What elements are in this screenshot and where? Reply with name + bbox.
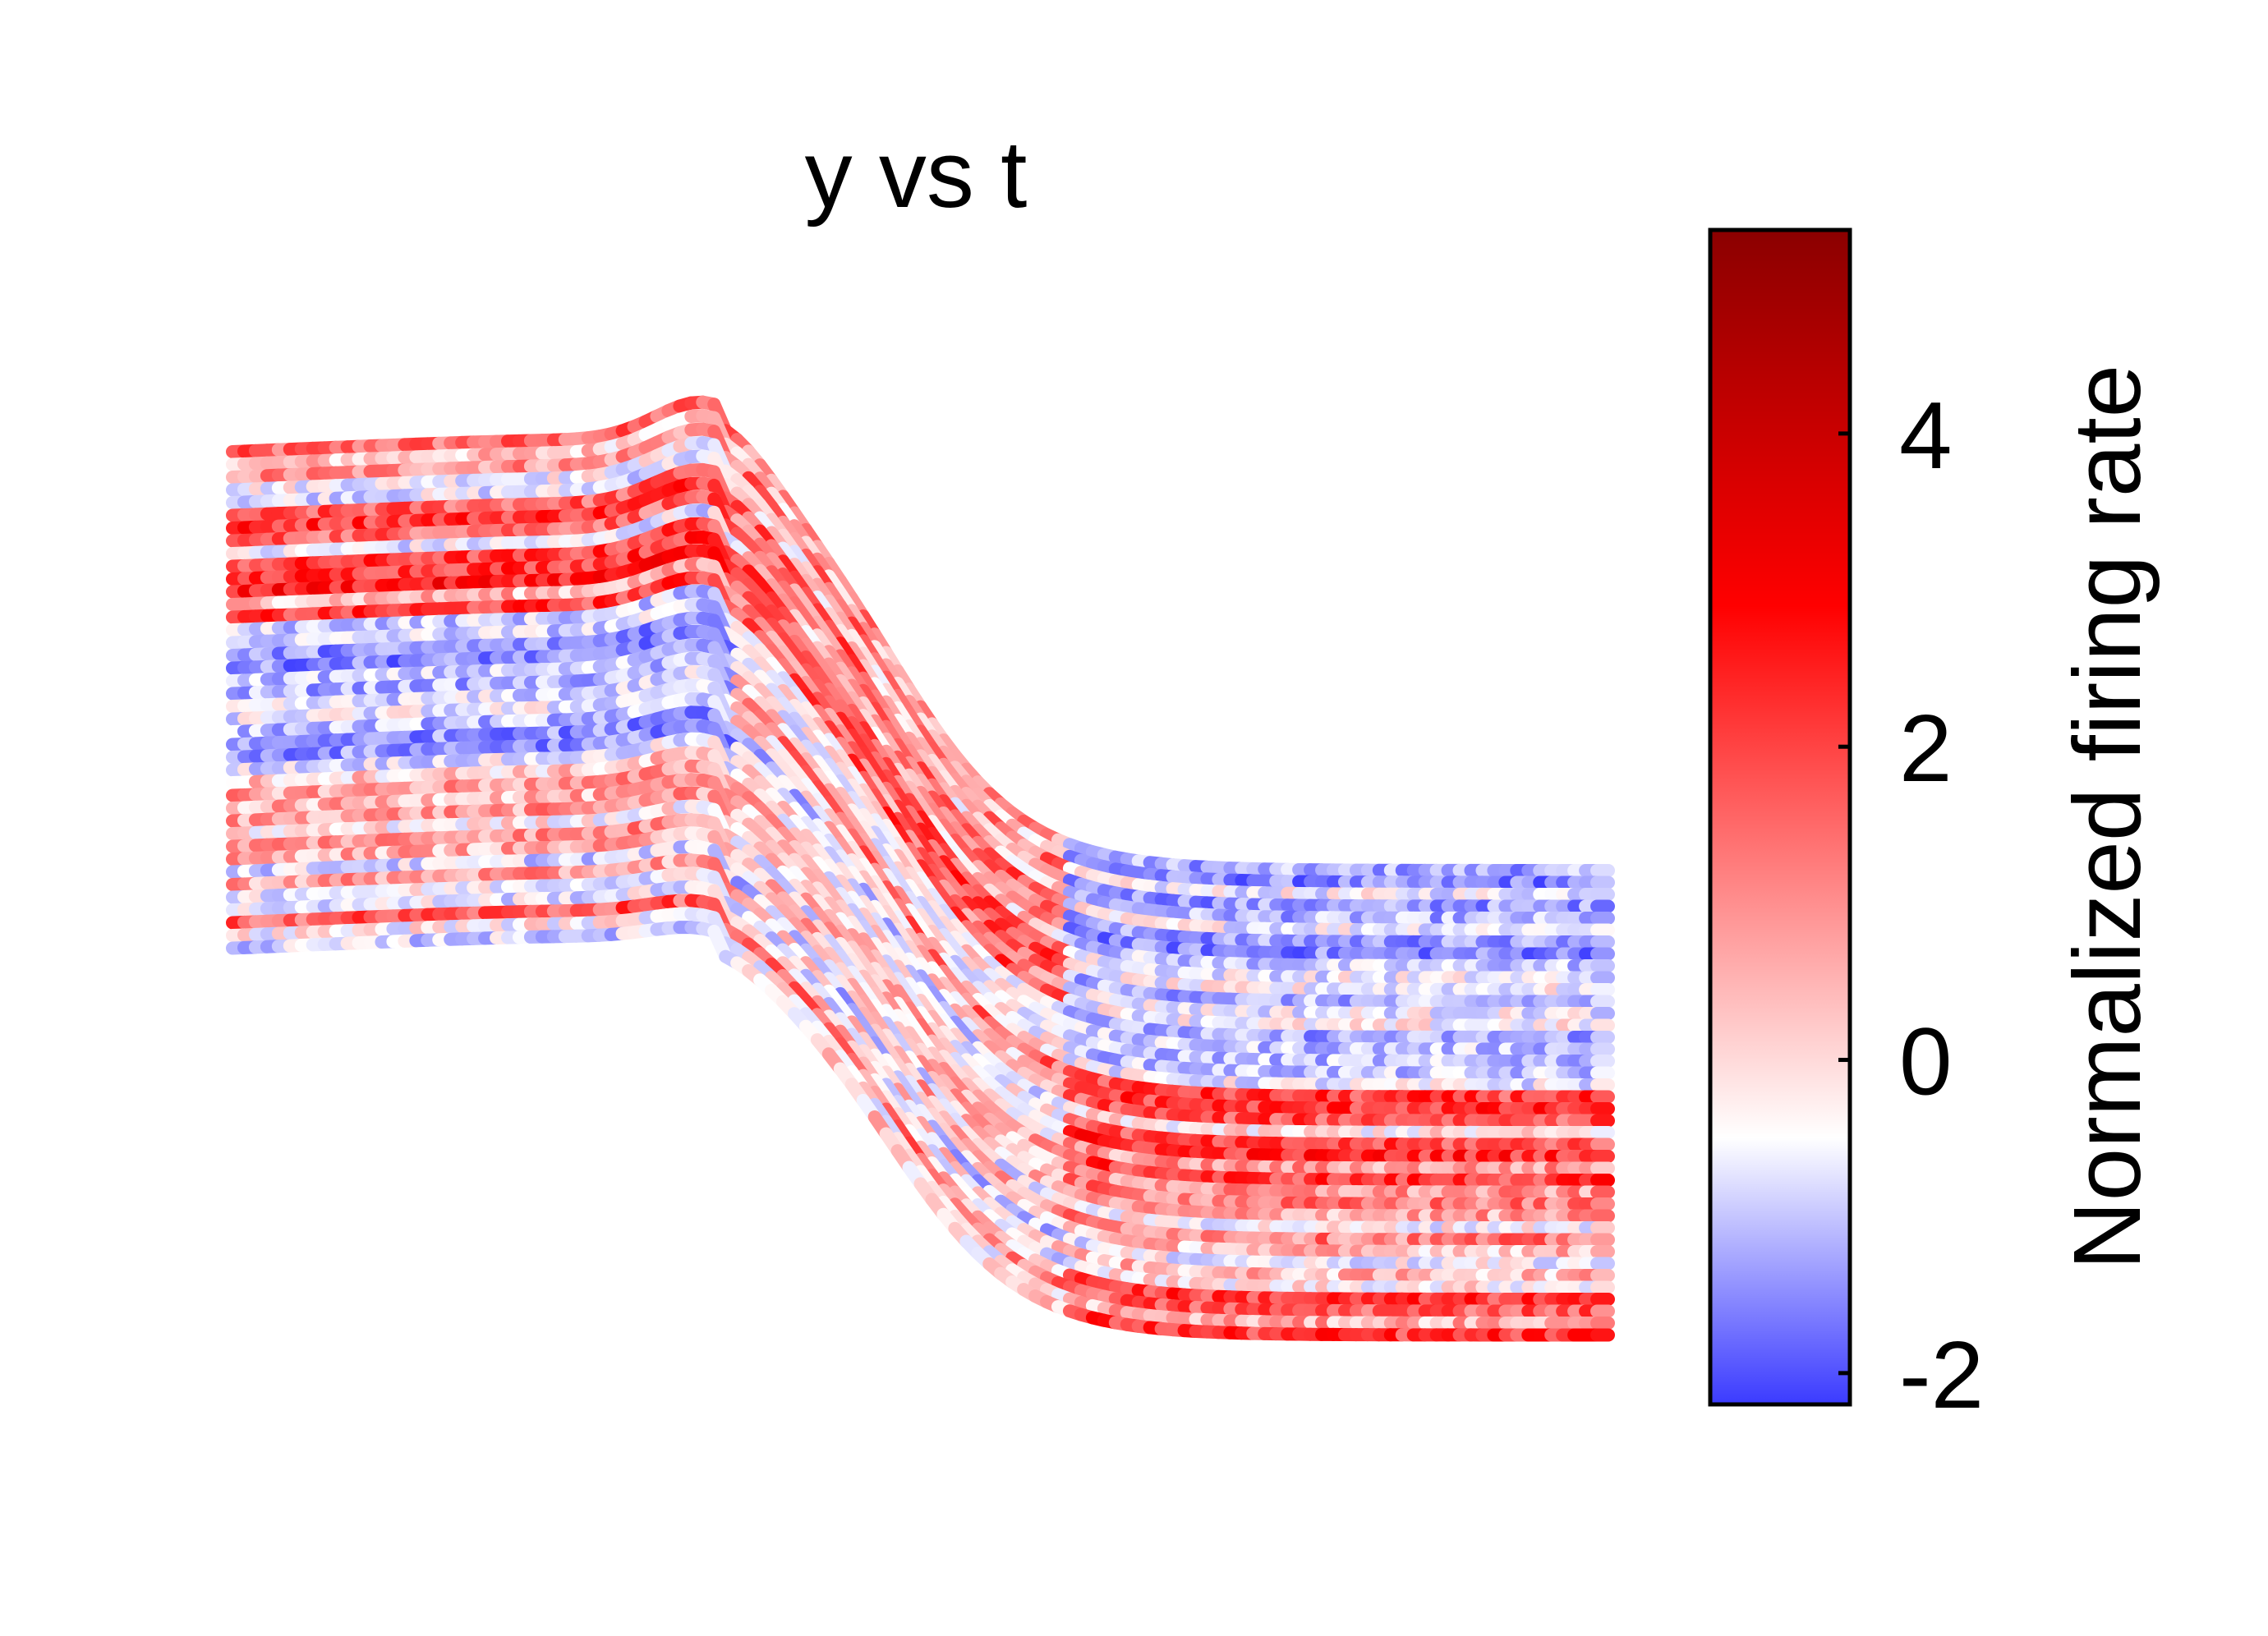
colorbar-tick-label: 4 [1899,382,1953,489]
colorbar-tick-label: -2 [1899,1321,1984,1428]
chart-title: y vs t [805,121,1028,227]
colorbar-label: Normalized firing rate [2054,365,2160,1270]
trajectory-group [226,395,1615,1342]
colorbar-ticks: -2 0 2 4 [1838,382,1984,1428]
colorbar: -2 0 2 4 Normalized firing rate [1708,227,2160,1428]
colorbar-tick-label: 0 [1899,1009,1953,1115]
colorbar-fill [1708,227,1852,1407]
colorbar-tick-label: 2 [1899,695,1953,802]
